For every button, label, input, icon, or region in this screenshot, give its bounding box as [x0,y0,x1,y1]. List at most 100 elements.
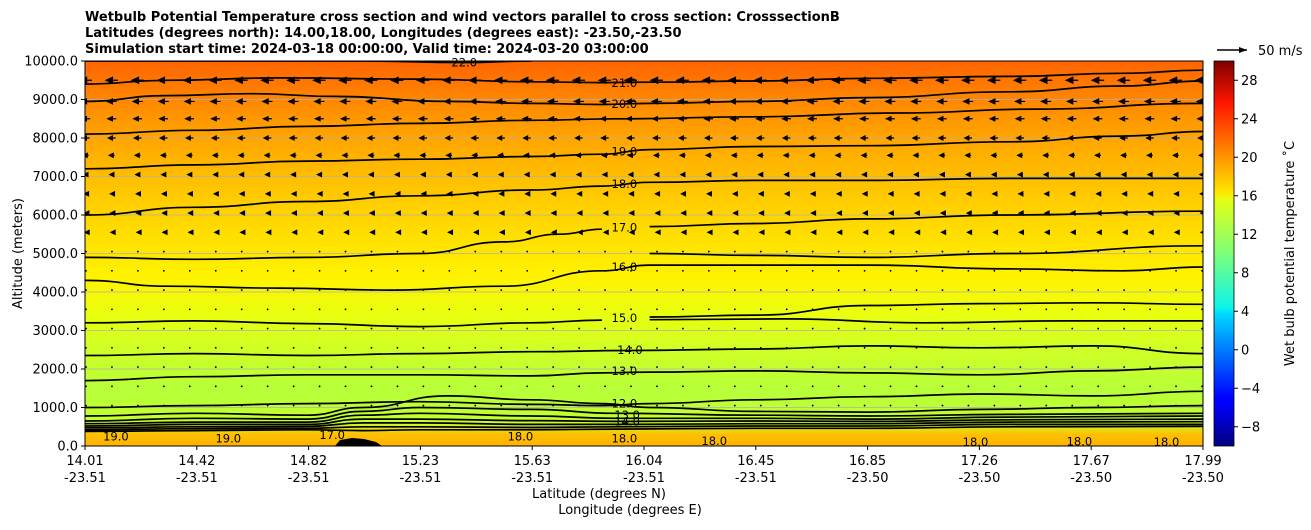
wind-vector [707,404,710,407]
wind-vector [707,250,710,253]
y-axis-label: Altitude (meters) [11,198,26,309]
wind-vector [1095,190,1102,197]
wind-vector [1019,366,1022,368]
wind-vector [393,152,401,159]
wind-vector [344,269,347,272]
wind-vector [575,171,582,178]
wind-vector [1045,327,1048,330]
y-tick-label: 7000.0 [33,170,79,185]
wind-vector [941,269,944,272]
wind-vector [1146,171,1153,178]
wind-vector [677,135,687,141]
wind-vector [1173,229,1180,236]
wind-vector [707,289,710,291]
wind-vector [109,190,116,197]
wind-vector [474,366,477,368]
wind-vector [289,152,297,159]
wind-vector [1146,152,1153,159]
x-tick-label-lat: 15.63 [514,454,551,469]
wind-vector [885,135,895,141]
wind-vector [682,289,684,291]
wind-vector [313,98,325,105]
wind-vector [811,269,814,272]
wind-vector [131,98,143,105]
wind-vector [781,115,791,122]
wind-vector [240,385,243,388]
title-line-1: Wetbulb Potential Temperature cross sect… [85,10,840,25]
wind-vector [937,135,947,141]
y-tick-label: 4000.0 [33,286,79,301]
wind-vector [941,385,944,388]
wind-vector [500,404,503,407]
contour-label: 22.0 [451,56,477,70]
wind-vector [187,229,194,236]
wind-vector [470,135,479,141]
wind-vector [1041,135,1050,141]
contour-label: 14.0 [614,414,640,428]
contour-line [85,130,1203,170]
y-tick-label: 9000.0 [33,93,79,108]
wind-vector [316,190,323,197]
wind-vector [214,346,217,349]
wind-vector [448,366,451,368]
wind-vector [135,229,142,236]
wind-vector [314,135,324,141]
wind-vector [210,115,220,122]
wind-vector [341,152,349,159]
wind-vector [107,135,116,141]
wind-vector [886,152,894,159]
wind-vector [419,152,427,159]
wind-vector [317,229,324,236]
wind-vector [240,346,243,349]
wind-vector [682,327,684,330]
wind-vector [811,366,814,368]
wind-vector [420,210,427,217]
wind-vector [939,190,946,197]
wind-vector [469,115,480,122]
wind-vector [162,385,165,388]
contour-line [85,345,1203,357]
wind-vector [682,366,684,368]
wind-vector [1068,152,1075,159]
wind-vector [1043,190,1050,197]
wind-vector [526,308,529,311]
wind-vector [578,289,581,291]
wind-vector [266,269,269,272]
wind-vector [653,171,660,178]
contour-label: 18.0 [612,177,638,191]
wind-vector [524,190,531,197]
wind-vector [576,190,583,197]
wind-vector [1175,385,1177,388]
contour-label: 17.0 [612,221,638,235]
wind-vector [552,366,555,368]
wind-vector [343,229,350,236]
wind-vector [552,308,555,311]
wind-vector [834,152,842,159]
wind-vector [652,135,661,141]
wind-vector [884,98,896,105]
wind-vector [1040,98,1052,105]
title-line-3: Simulation start time: 2024-03-18 00:00:… [85,42,649,57]
wind-vector [500,250,503,253]
wind-vector [210,135,220,141]
wind-vector [936,115,947,122]
contour-label: 19.0 [103,429,129,443]
wind-vector [85,346,87,349]
wind-vector [266,404,269,407]
wind-vector [785,308,788,311]
wind-vector [913,171,920,178]
wind-vector [1120,152,1127,159]
wind-vector [552,250,555,253]
wind-vector [578,346,581,349]
contour-labels: 22.021.020.019.018.017.016.015.014.013.0… [103,56,1179,450]
y-tick-label: 8000.0 [33,132,79,147]
wind-vector [986,76,1001,85]
wind-vector [214,366,217,368]
wind-vector [550,190,557,197]
wind-vector [889,327,892,330]
wind-vector [887,190,894,197]
wind-vector [85,135,90,141]
wind-vector [292,269,295,272]
wind-vector [422,308,425,311]
wind-vector [807,135,817,141]
